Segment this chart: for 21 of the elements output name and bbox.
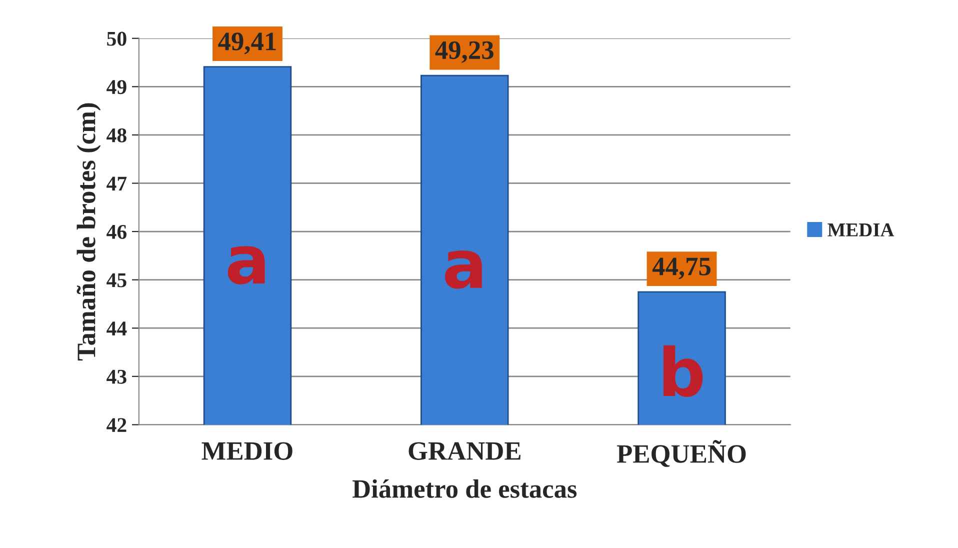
x-axis-title: Diámetro de estacas [352, 479, 577, 498]
x-tick-label: MEDIO [202, 442, 292, 460]
y-tick-label: 46 [106, 224, 126, 239]
annotation: a [445, 250, 482, 289]
y-tick-label: 44 [106, 322, 127, 336]
legend-label: MEDIA [828, 223, 894, 236]
y-tick-label: 42 [106, 418, 126, 432]
y-tick-label: 45 [106, 273, 126, 288]
annotation: a [228, 246, 265, 284]
y-tick-label: 50 [107, 32, 126, 46]
x-tick-label: GRANDE [408, 442, 520, 460]
y-tick-label: 48 [106, 128, 126, 142]
y-tick-label: 49 [106, 80, 126, 94]
data-label: 49,23 [435, 41, 494, 63]
y-tick-label: 43 [106, 370, 126, 384]
annotation: b [664, 345, 703, 397]
y-tick-label: 47 [106, 176, 127, 190]
data-label: 44,75 [652, 258, 710, 280]
x-tick-label: PEQUEÑO [616, 440, 746, 467]
data-label: 49,41 [218, 32, 276, 54]
y-axis-title: Tamaño de brotes (cm) [76, 103, 101, 361]
